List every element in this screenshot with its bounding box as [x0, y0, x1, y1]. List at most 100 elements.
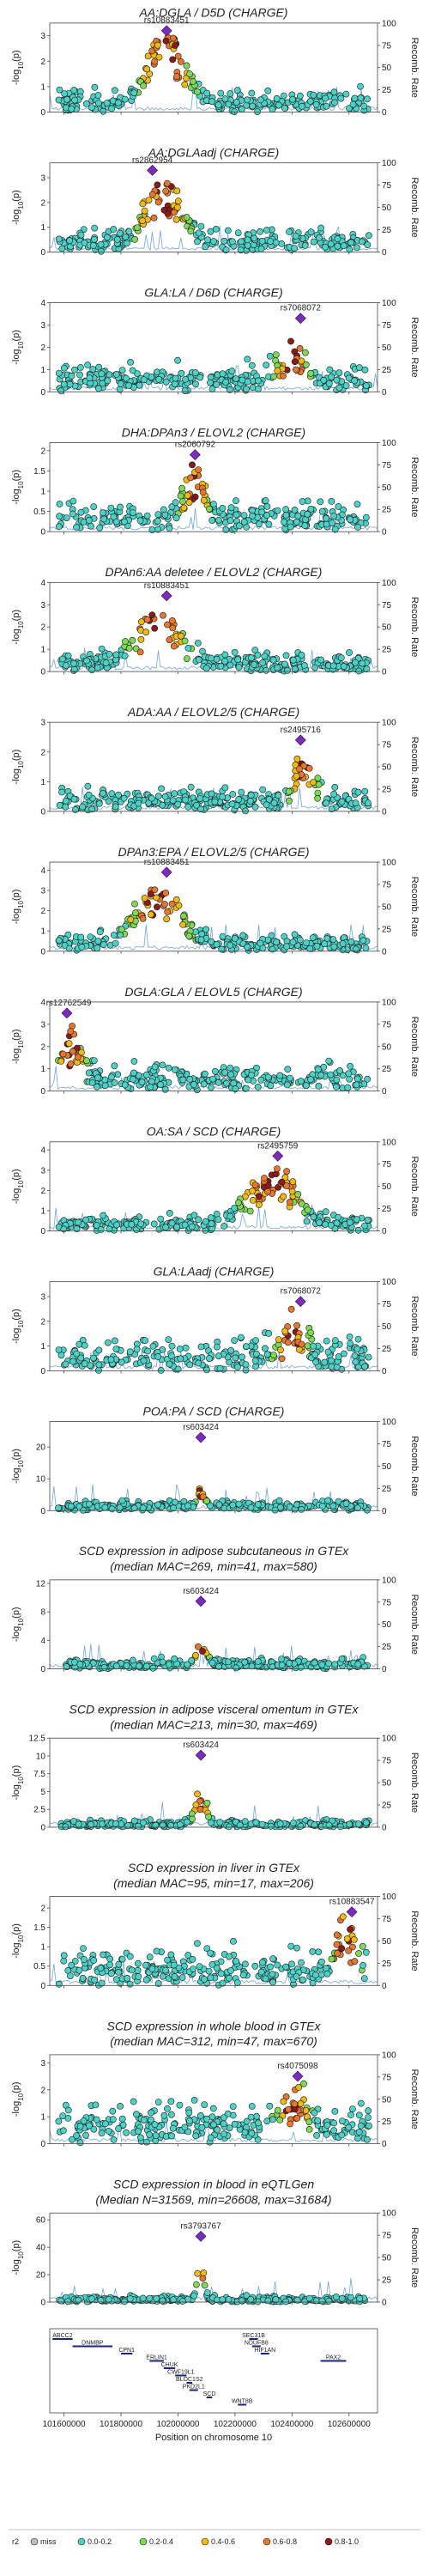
y-axis-title-part: -log — [11, 210, 21, 225]
snp-point — [358, 238, 366, 246]
snp-point — [171, 1066, 178, 1073]
right-tick-label: 50 — [382, 1042, 392, 1052]
y-axis-title: -log10(p) — [11, 2240, 25, 2275]
snp-point — [147, 890, 154, 897]
snp-point — [62, 1360, 69, 1368]
snp-point — [359, 1942, 366, 1950]
y-axis-title-part: (p) — [11, 1309, 21, 1320]
snp-point — [312, 1358, 319, 1366]
right-tick-label: 25 — [382, 1205, 392, 1214]
right-tick-label: 0 — [382, 2298, 387, 2307]
snp-point — [112, 1662, 120, 1670]
snp-point — [125, 381, 132, 389]
right-tick-label: 75 — [382, 321, 392, 331]
snp-point — [229, 1501, 237, 1509]
snp-point — [169, 34, 177, 42]
right-tick-label: 100 — [382, 719, 396, 728]
right-tick-label: 100 — [382, 1418, 396, 1427]
snp-point — [131, 900, 138, 908]
snp-point — [143, 1662, 150, 1670]
snp-point — [80, 1945, 87, 1952]
snp-point — [97, 2297, 105, 2304]
snp-point — [259, 786, 267, 793]
snp-point — [104, 234, 111, 241]
snp-point — [148, 1965, 156, 1972]
snp-point — [207, 1974, 214, 1982]
snp-point — [56, 501, 63, 507]
snp-point — [353, 1504, 361, 1512]
snp-point — [364, 95, 371, 103]
y-tick-label: 3 — [40, 887, 45, 896]
snp-point — [126, 1980, 134, 1988]
snp-point — [345, 374, 353, 382]
y-axis-title-part: (p) — [11, 2240, 21, 2251]
snp-point — [203, 89, 211, 97]
right-tick-label: 100 — [382, 859, 396, 868]
snp-point — [322, 243, 329, 251]
snp-point — [140, 82, 147, 89]
panel-subtitle: (median MAC=95, min=17, max=206) — [113, 1876, 314, 1890]
snp-point — [95, 100, 102, 106]
y-axis-title-subscript: 10 — [17, 201, 25, 209]
lead-snp-label: rs10883547 — [329, 1898, 375, 1907]
snp-point — [296, 92, 304, 100]
snp-point — [143, 65, 151, 73]
snp-point — [171, 380, 178, 387]
snp-point — [259, 659, 267, 666]
snp-point — [267, 1963, 274, 1971]
snp-point — [167, 1951, 175, 1959]
right-tick-label: 100 — [382, 1735, 396, 1744]
snp-point — [131, 235, 138, 243]
snp-point — [365, 232, 372, 240]
snp-point — [345, 2123, 353, 2131]
snp-point — [267, 238, 275, 245]
snp-point — [139, 915, 147, 922]
y-tick-label: 0 — [40, 388, 45, 398]
snp-point — [133, 1346, 141, 1353]
snp-point — [72, 806, 79, 813]
snp-point — [318, 1503, 326, 1510]
snp-point — [159, 1658, 166, 1666]
snp-point — [338, 2131, 346, 2139]
snp-point — [170, 1504, 178, 1512]
snp-point — [312, 2297, 320, 2305]
right-tick-label: 25 — [382, 86, 392, 95]
legend-swatch — [139, 2537, 148, 2546]
snp-point — [348, 2105, 356, 2112]
snp-point — [168, 503, 176, 511]
snp-point — [280, 2098, 287, 2105]
snp-point — [167, 1821, 175, 1829]
snp-point — [161, 793, 169, 800]
snp-point — [278, 1662, 286, 1668]
snp-point — [68, 105, 76, 112]
y-tick-label: 1 — [40, 927, 45, 937]
r2-legend: r2 miss 0.0-0.2 0.2-0.4 0.4-0.6 0.6-0.8 0.8-1.… — [9, 2529, 420, 2546]
right-tick-label: 100 — [382, 2050, 396, 2060]
snp-point — [333, 1931, 341, 1939]
snp-point — [77, 508, 85, 516]
snp-point — [293, 772, 300, 780]
snp-point — [215, 1501, 223, 1509]
snp-point — [353, 244, 360, 252]
y-axis-title-part: (p) — [11, 470, 21, 481]
snp-point — [342, 382, 350, 389]
panel-3: GLA:LA / D6D (CHARGE)rs706807201234-log1… — [11, 285, 420, 397]
snp-point — [277, 1346, 284, 1354]
snp-point — [196, 2111, 204, 2119]
snp-point — [298, 102, 305, 110]
snp-point — [176, 1821, 184, 1828]
snp-point — [174, 52, 182, 60]
snp-point — [333, 1364, 341, 1370]
legend-swatch — [263, 2537, 271, 2546]
gene-label: SCD — [203, 2391, 216, 2397]
snp-point — [142, 1976, 150, 1984]
snp-point — [333, 376, 341, 384]
snp-point — [63, 514, 70, 521]
snp-point — [62, 798, 69, 805]
snp-point — [257, 245, 265, 252]
snp-point — [278, 240, 286, 247]
snp-point — [77, 364, 84, 371]
snp-point — [317, 656, 324, 664]
right-tick-label: 25 — [382, 646, 392, 655]
snp-point — [197, 1343, 205, 1351]
